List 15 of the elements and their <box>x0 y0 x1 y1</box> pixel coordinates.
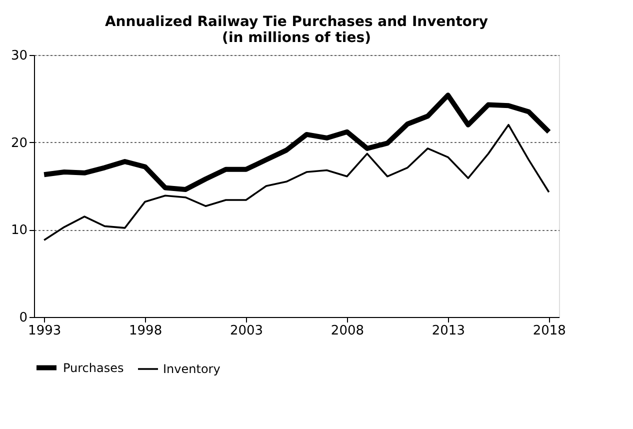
y-tick-label: 30 <box>10 48 28 64</box>
x-tick-label: 2008 <box>330 324 364 338</box>
legend-label: Purchases <box>63 360 124 375</box>
x-tick-label: 1993 <box>28 324 62 338</box>
x-tick-label: 2003 <box>230 324 264 338</box>
x-tick-label: 2013 <box>432 324 465 338</box>
line-series <box>43 124 550 242</box>
text: Annualized Railway Tie Purchases and Inventory <box>104 14 488 30</box>
legend-label: Inventory <box>163 362 220 376</box>
text: (in millions of ties) <box>222 30 371 46</box>
y-tick-label: 0 <box>19 310 28 326</box>
x-tick-label: 2018 <box>532 324 566 338</box>
y-tick-label: 10 <box>10 223 28 238</box>
y-tick-label: 20 <box>10 136 28 151</box>
x-tick-label: 1998 <box>129 324 162 338</box>
